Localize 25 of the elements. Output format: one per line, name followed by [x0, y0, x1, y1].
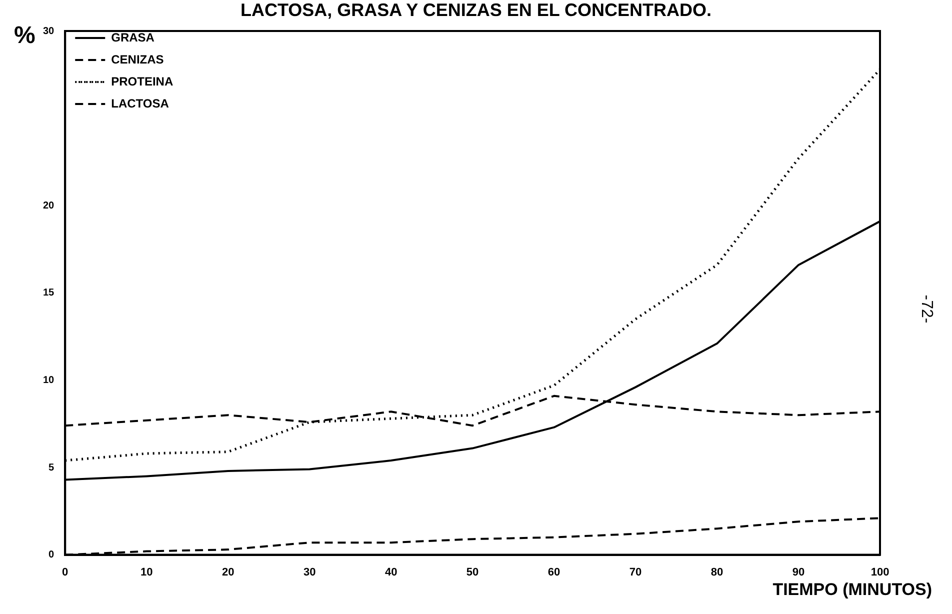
- y-tick-label: 0: [48, 550, 55, 561]
- x-tick-label: 50: [466, 566, 479, 578]
- x-axis-title: TIEMPO (MINUTOS): [772, 580, 932, 600]
- x-tick-label: 40: [384, 566, 398, 578]
- y-tick-label: 5: [48, 462, 55, 474]
- legend-label: GRASA: [111, 30, 155, 44]
- legend-label: CENIZAS: [111, 52, 164, 66]
- x-tick-label: 60: [548, 566, 560, 578]
- x-tick-label: 80: [710, 566, 724, 578]
- y-tick-label: 10: [43, 374, 55, 386]
- x-tick-label: 30: [303, 566, 316, 578]
- text: -72-: [917, 294, 936, 324]
- y-axis-title: %: [14, 22, 36, 50]
- legend-label: LACTOSA: [111, 96, 170, 110]
- x-tick-label: 100: [870, 566, 890, 578]
- x-tick-label: 70: [629, 566, 642, 578]
- x-tick-label: 0: [62, 566, 68, 578]
- y-tick-label: 15: [43, 288, 55, 299]
- chart-title: LACTOSA, GRASA Y CENIZAS EN EL CONCENTRADO.: [239, 0, 713, 21]
- y-tick-label: 20: [43, 200, 55, 212]
- x-tick-label: 90: [792, 566, 805, 578]
- y-tick-label: 30: [43, 26, 55, 37]
- legend-label: PROTEINA: [111, 74, 174, 88]
- x-tick-label: 20: [222, 566, 234, 578]
- x-tick-label: 10: [140, 566, 153, 578]
